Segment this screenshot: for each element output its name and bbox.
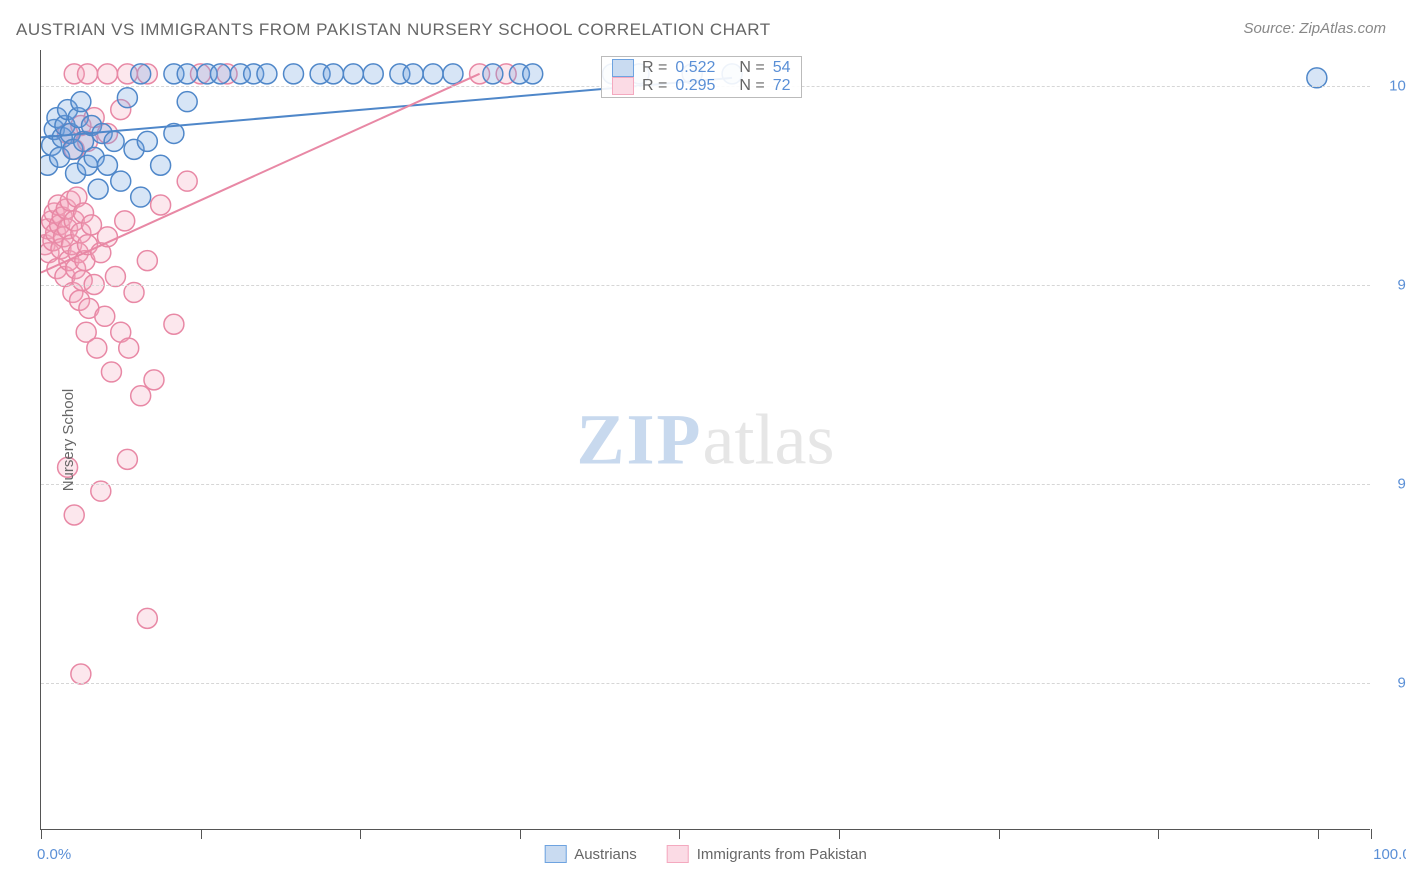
x-tick bbox=[1371, 829, 1372, 839]
gridline bbox=[41, 484, 1370, 485]
legend-swatch bbox=[612, 77, 634, 95]
data-point bbox=[111, 171, 131, 191]
legend-top: R = 0.522 N = 54 R = 0.295 N = 72 bbox=[601, 56, 802, 98]
data-point bbox=[144, 370, 164, 390]
data-point bbox=[164, 314, 184, 334]
data-point bbox=[64, 505, 84, 525]
legend-row: R = 0.295 N = 72 bbox=[612, 77, 791, 95]
data-point bbox=[343, 64, 363, 84]
data-point bbox=[95, 306, 115, 326]
data-point bbox=[97, 227, 117, 247]
data-point bbox=[151, 155, 171, 175]
data-point bbox=[483, 64, 503, 84]
data-point bbox=[104, 131, 124, 151]
legend-n-label: N = bbox=[739, 77, 764, 95]
x-tick bbox=[360, 829, 361, 839]
x-tick bbox=[520, 829, 521, 839]
data-point bbox=[71, 92, 91, 112]
x-axis-min-label: 0.0% bbox=[37, 846, 71, 863]
y-tick-label: 95.0% bbox=[1397, 475, 1406, 492]
data-point bbox=[87, 338, 107, 358]
data-point bbox=[403, 64, 423, 84]
legend-row: R = 0.522 N = 54 bbox=[612, 59, 791, 77]
data-point bbox=[177, 92, 197, 112]
data-point bbox=[363, 64, 383, 84]
chart-title: AUSTRIAN VS IMMIGRANTS FROM PAKISTAN NUR… bbox=[16, 20, 771, 40]
gridline bbox=[41, 285, 1370, 286]
legend-item: Immigrants from Pakistan bbox=[667, 845, 867, 863]
chart-frame: ZIPatlas 100.0%97.5%95.0%92.5% Nursery S… bbox=[40, 50, 1370, 830]
data-point bbox=[119, 338, 139, 358]
data-point bbox=[131, 187, 151, 207]
data-point bbox=[423, 64, 443, 84]
plot-area: ZIPatlas 100.0%97.5%95.0%92.5% Nursery S… bbox=[40, 50, 1370, 830]
x-tick bbox=[41, 829, 42, 839]
data-point bbox=[151, 195, 171, 215]
x-tick bbox=[679, 829, 680, 839]
legend-n-value: 72 bbox=[773, 77, 791, 95]
legend-label: Immigrants from Pakistan bbox=[697, 846, 867, 863]
data-point bbox=[101, 362, 121, 382]
legend-r-value: 0.522 bbox=[675, 59, 715, 77]
gridline bbox=[41, 683, 1370, 684]
data-point bbox=[137, 251, 157, 271]
data-point bbox=[117, 88, 137, 108]
x-axis-max-label: 100.0% bbox=[1373, 846, 1406, 863]
scatter-plot-svg bbox=[41, 50, 1370, 829]
data-point bbox=[117, 449, 137, 469]
data-point bbox=[78, 64, 98, 84]
data-point bbox=[105, 267, 125, 287]
y-axis-title: Nursery School bbox=[60, 388, 77, 491]
legend-swatch bbox=[612, 59, 634, 77]
data-point bbox=[88, 179, 108, 199]
data-point bbox=[257, 64, 277, 84]
data-point bbox=[131, 386, 151, 406]
data-point bbox=[284, 64, 304, 84]
x-tick bbox=[201, 829, 202, 839]
data-point bbox=[115, 211, 135, 231]
data-point bbox=[131, 64, 151, 84]
legend-label: Austrians bbox=[574, 846, 637, 863]
y-tick-label: 100.0% bbox=[1389, 77, 1406, 94]
legend-n-label: N = bbox=[739, 59, 764, 77]
y-tick-label: 97.5% bbox=[1397, 276, 1406, 293]
data-point bbox=[177, 64, 197, 84]
data-point bbox=[71, 664, 91, 684]
data-point bbox=[443, 64, 463, 84]
legend-n-value: 54 bbox=[773, 59, 791, 77]
legend-item: Austrians bbox=[544, 845, 637, 863]
legend-r-label: R = bbox=[642, 77, 667, 95]
y-tick-label: 92.5% bbox=[1397, 674, 1406, 691]
x-tick bbox=[1158, 829, 1159, 839]
data-point bbox=[177, 171, 197, 191]
legend-bottom: Austrians Immigrants from Pakistan bbox=[544, 845, 867, 863]
legend-r-value: 0.295 bbox=[675, 77, 715, 95]
legend-swatch bbox=[544, 845, 566, 863]
data-point bbox=[137, 608, 157, 628]
data-point bbox=[97, 155, 117, 175]
data-point bbox=[1307, 68, 1327, 88]
data-point bbox=[137, 131, 157, 151]
legend-r-label: R = bbox=[642, 59, 667, 77]
legend-swatch bbox=[667, 845, 689, 863]
x-tick bbox=[839, 829, 840, 839]
data-point bbox=[323, 64, 343, 84]
data-point bbox=[523, 64, 543, 84]
x-tick bbox=[1318, 829, 1319, 839]
data-point bbox=[97, 64, 117, 84]
source-label: Source: ZipAtlas.com bbox=[1243, 20, 1386, 37]
data-point bbox=[210, 64, 230, 84]
x-tick bbox=[999, 829, 1000, 839]
